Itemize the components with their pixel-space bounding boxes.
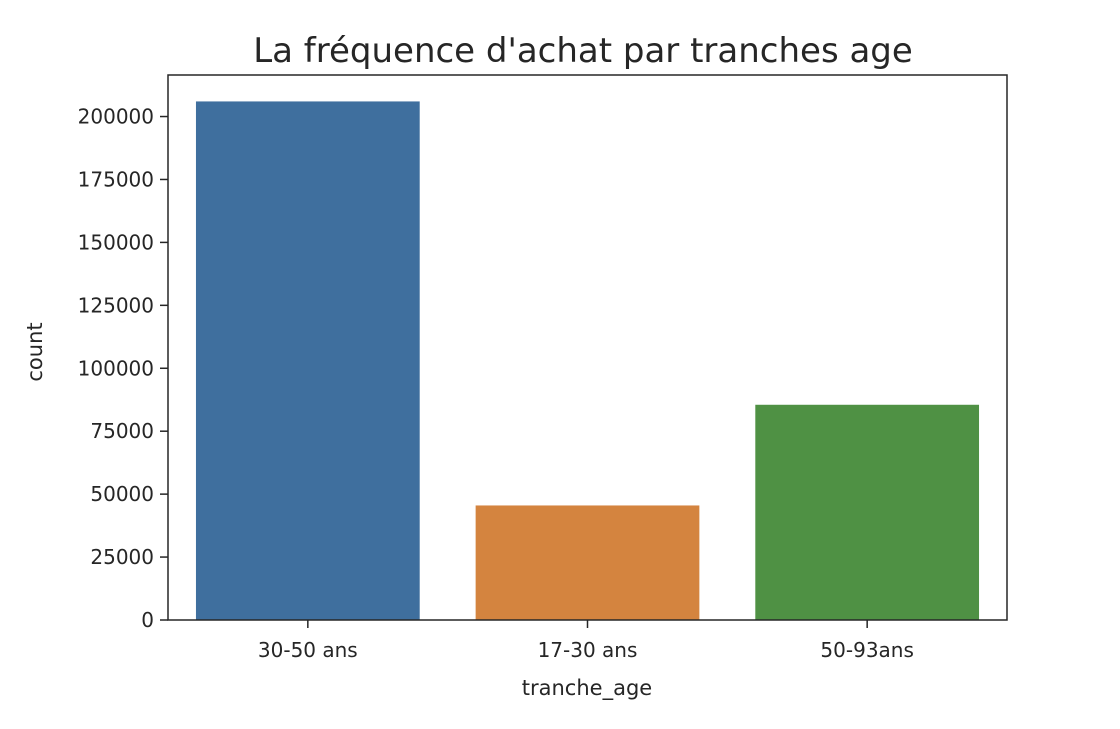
x-axis-label: tranche_age: [522, 676, 652, 701]
y-tick-label: 25000: [90, 545, 154, 569]
bar: [195, 101, 420, 620]
x-axis-ticks: 30-50 ans 17-30 ans 50-93ans: [258, 620, 914, 662]
y-tick-label: 200000: [78, 105, 154, 129]
bars-group: [195, 101, 980, 620]
y-tick-label: 75000: [90, 419, 154, 443]
y-tick-label: 150000: [78, 230, 154, 254]
bar: [475, 505, 700, 620]
y-tick-label: 0: [141, 608, 154, 632]
x-tick-label: 17-30 ans: [538, 638, 638, 662]
x-tick-label: 30-50 ans: [258, 638, 358, 662]
chart-title: La fréquence d'achat par tranches age: [253, 31, 913, 71]
x-tick-label: 50-93ans: [820, 638, 913, 662]
y-axis-ticks: 0 25000 50000 75000 100000 125000 150000 175000…: [78, 105, 168, 632]
y-tick-label: 175000: [78, 167, 154, 191]
y-tick-label: 100000: [78, 356, 154, 380]
y-tick-label: 125000: [78, 293, 154, 317]
y-axis-label: count: [23, 322, 47, 381]
bar: [755, 404, 980, 620]
plot-frame: [167, 74, 1008, 621]
y-tick-label: 50000: [90, 482, 154, 506]
